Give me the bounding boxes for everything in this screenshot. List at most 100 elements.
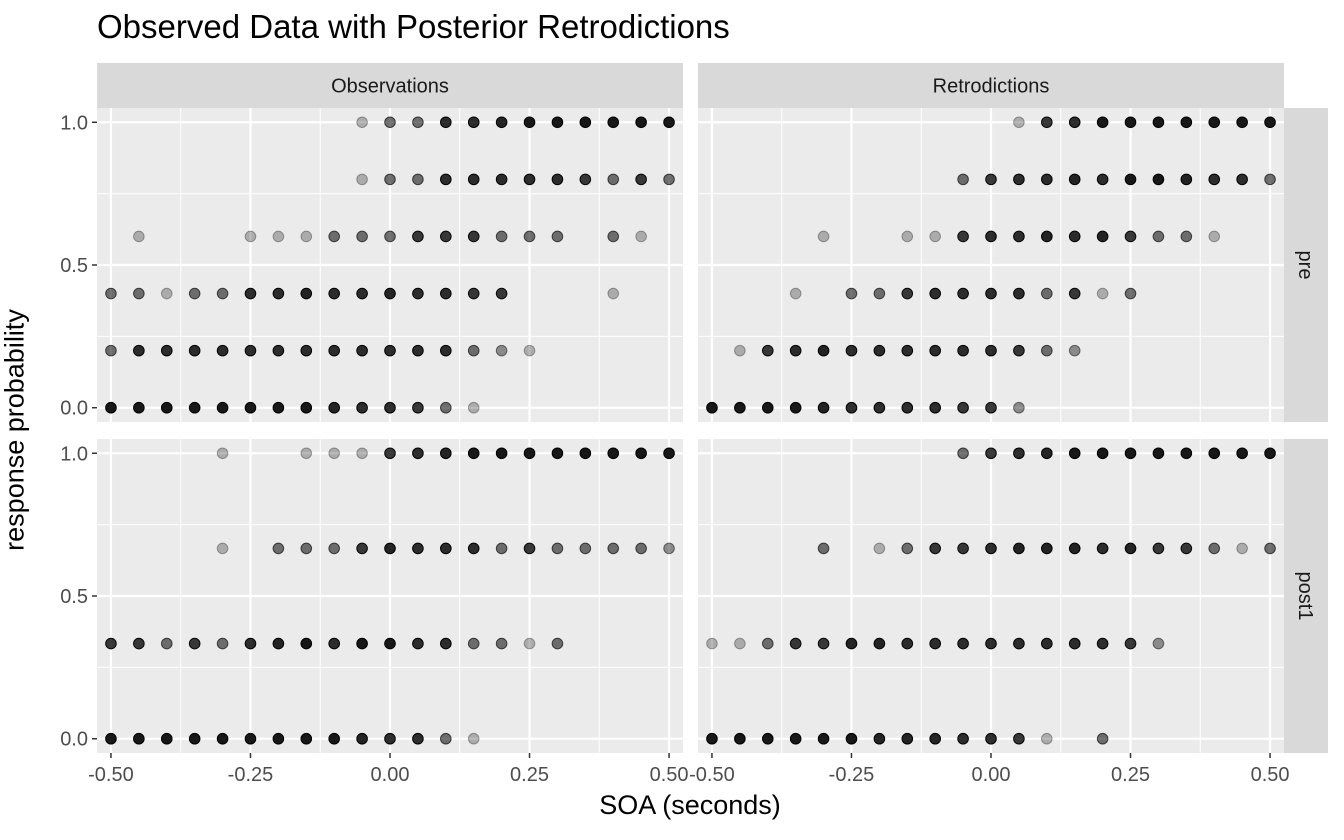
data-point [328,230,340,243]
data-point [412,344,424,357]
data-point [300,447,313,460]
data-point [495,230,508,243]
data-point [467,173,480,186]
data-point [1264,542,1276,555]
data-point [133,401,145,414]
data-point [1013,344,1025,357]
data-point [1013,542,1025,555]
data-point [873,637,886,650]
data-point [845,344,858,357]
data-point [384,116,396,129]
data-point [412,116,424,129]
data-point [929,637,941,650]
data-point [551,116,564,129]
data-point [985,173,997,186]
data-point [356,116,368,129]
data-point [845,287,858,300]
data-point [133,230,145,243]
data-point [384,287,396,300]
data-point [985,732,997,745]
data-point [901,637,914,650]
data-point [734,732,746,745]
data-point [412,173,424,186]
data-point [523,447,536,460]
data-point [551,637,564,650]
data-point [1180,116,1193,129]
chart-title: Observed Data with Posterior Retrodictio… [97,8,730,45]
data-point [160,637,173,650]
data-point [873,287,886,300]
data-point [663,173,675,186]
data-point [1013,173,1025,186]
data-point [1068,173,1081,186]
data-point [1208,230,1221,243]
data-point [440,344,452,357]
data-point [1208,542,1221,555]
data-point [467,344,480,357]
data-point [1096,732,1109,745]
data-point [761,732,774,745]
data-point [1041,230,1053,243]
data-point [160,287,173,300]
data-point [467,447,480,460]
data-point [160,401,173,414]
data-point [188,401,201,414]
data-point [817,542,830,555]
data-point [356,344,368,357]
data-point [957,401,969,414]
data-point [495,344,508,357]
data-point [1180,173,1193,186]
data-point [607,447,620,460]
data-point [734,637,746,650]
data-point [1152,230,1165,243]
data-point [985,230,997,243]
data-point [105,401,117,414]
x-tick-label: 0.25 [1111,764,1150,786]
data-point [817,732,830,745]
data-point [817,230,830,243]
data-point [607,116,620,129]
data-point [523,637,536,650]
data-point [300,401,313,414]
data-point [1152,637,1165,650]
data-point [901,287,914,300]
data-point [761,637,774,650]
x-tick-label: 0.50 [1251,764,1290,786]
data-point [734,401,746,414]
data-point [188,732,201,745]
data-point [1096,542,1109,555]
data-point [957,542,969,555]
data-point [789,287,802,300]
data-point [105,344,117,357]
data-point [216,637,229,650]
data-point [1013,401,1025,414]
data-point [579,116,592,129]
data-point [412,401,424,414]
data-point [957,287,969,300]
data-point [579,447,592,460]
data-point [1264,116,1276,129]
data-point [1124,287,1137,300]
data-point [384,732,396,745]
data-point [579,173,592,186]
data-point [635,230,647,243]
data-point [1068,230,1081,243]
x-tick-label: -0.25 [829,764,875,786]
data-point [300,287,313,300]
data-point [985,401,997,414]
data-point [929,542,941,555]
data-point [523,173,536,186]
data-point [1152,447,1165,460]
data-point [356,732,368,745]
data-point [216,401,229,414]
data-point [1264,173,1276,186]
row-strip [1284,439,1328,753]
data-point [1236,447,1248,460]
data-point [1152,116,1165,129]
column-strip [97,63,683,108]
column-strip-label: Retrodictions [933,76,1050,98]
data-point [789,732,802,745]
data-point [1152,173,1165,186]
data-point [579,542,592,555]
data-point [300,344,313,357]
